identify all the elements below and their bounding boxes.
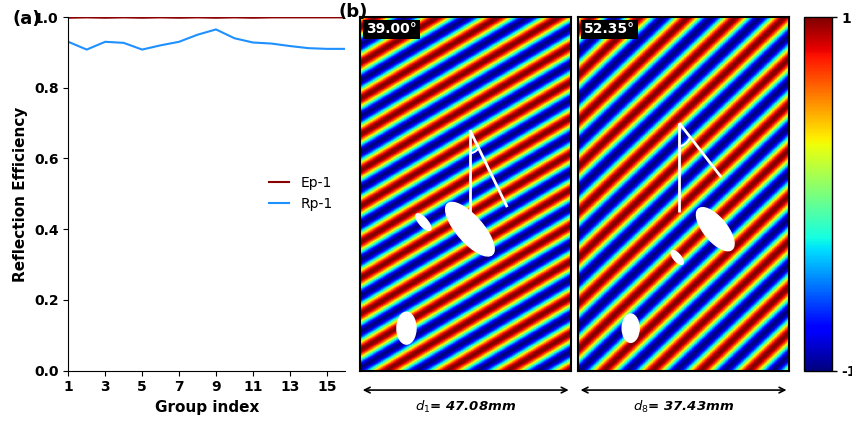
Ep-1 <box>321 15 331 20</box>
Text: 52.35°: 52.35° <box>584 22 635 36</box>
Ep-1 <box>82 15 92 20</box>
Rp-1 <box>210 27 221 32</box>
Rp-1 <box>229 36 239 41</box>
Text: $d_8$= 37.43mm: $d_8$= 37.43mm <box>632 399 734 415</box>
Circle shape <box>396 312 416 344</box>
Ep-1 <box>174 15 184 20</box>
Rp-1 <box>82 47 92 52</box>
X-axis label: Group index: Group index <box>154 400 259 415</box>
Rp-1 <box>118 40 129 46</box>
Rp-1 <box>285 43 295 49</box>
Ep-1 <box>340 15 350 20</box>
Text: $d_1$= 47.08mm: $d_1$= 47.08mm <box>415 399 515 415</box>
Rp-1 <box>247 40 257 45</box>
Ellipse shape <box>695 208 734 250</box>
Rp-1 <box>266 41 276 46</box>
Rp-1 <box>174 39 184 44</box>
Y-axis label: Reflection Efficiency: Reflection Efficiency <box>14 106 28 282</box>
Rp-1 <box>340 46 350 52</box>
Ep-1 <box>247 15 257 20</box>
Ellipse shape <box>445 202 493 256</box>
Rp-1 <box>321 46 331 52</box>
Rp-1 <box>100 39 110 44</box>
Rp-1 <box>302 46 313 51</box>
Ep-1 <box>63 15 73 20</box>
Rp-1 <box>137 47 147 52</box>
Ep-1 <box>229 15 239 20</box>
Ep-1 <box>193 15 203 20</box>
Text: (b): (b) <box>338 3 368 21</box>
Ep-1 <box>118 15 129 20</box>
Rp-1 <box>63 39 73 44</box>
Circle shape <box>621 314 638 343</box>
Ep-1 <box>155 15 165 20</box>
Rp-1 <box>155 43 165 48</box>
Ellipse shape <box>671 250 682 265</box>
Text: 39.00°: 39.00° <box>366 22 417 36</box>
Ep-1 <box>302 15 313 20</box>
Ellipse shape <box>416 214 430 230</box>
Ep-1 <box>100 15 110 20</box>
Ep-1 <box>137 15 147 20</box>
Ep-1 <box>210 15 221 20</box>
Legend: Ep-1, Rp-1: Ep-1, Rp-1 <box>262 171 338 217</box>
Ep-1 <box>266 15 276 20</box>
Text: (a): (a) <box>13 10 41 28</box>
Rp-1 <box>193 32 203 37</box>
Ep-1 <box>285 15 295 20</box>
Line: Rp-1: Rp-1 <box>68 29 345 49</box>
